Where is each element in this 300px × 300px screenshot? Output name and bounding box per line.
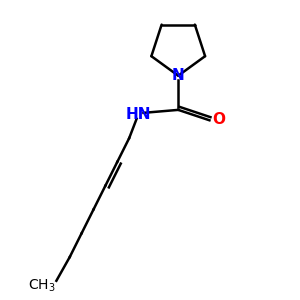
Text: HN: HN [125,107,151,122]
Text: N: N [172,68,184,83]
Text: CH$_3$: CH$_3$ [28,278,55,294]
Text: O: O [212,112,225,127]
